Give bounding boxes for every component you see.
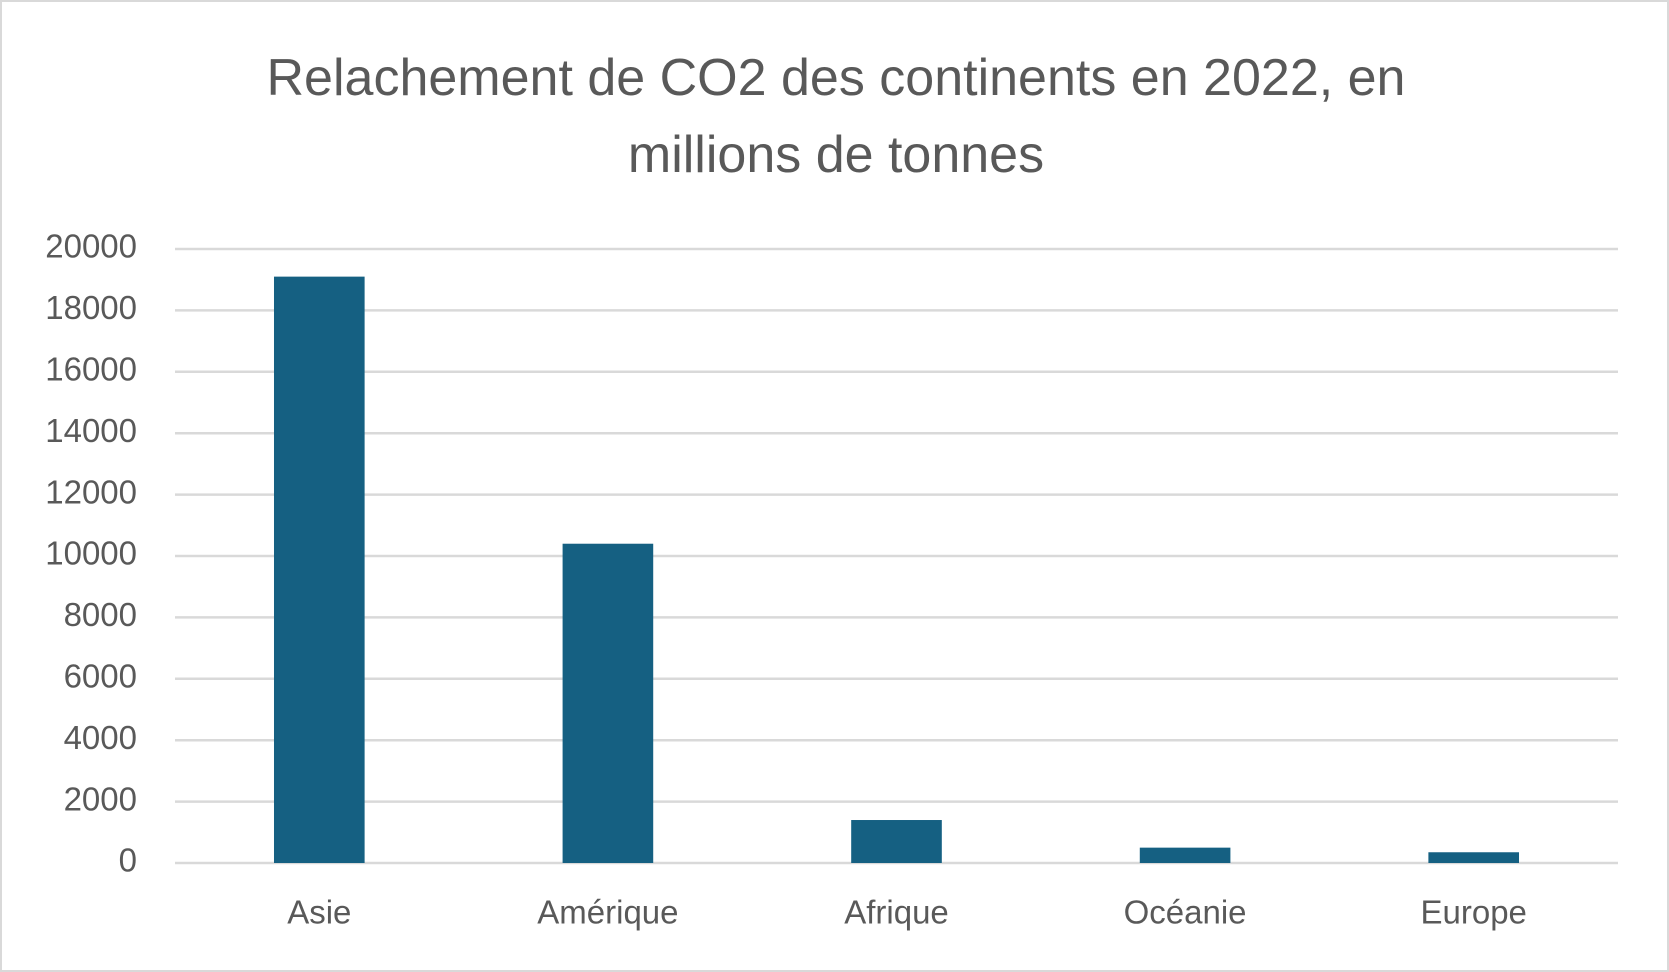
y-tick-label: 4000 [64, 719, 137, 756]
bar [1139, 847, 1231, 863]
x-tick-label: Europe [1420, 894, 1526, 931]
x-tick-label: Asie [287, 894, 351, 931]
y-tick-label: 0 [119, 842, 137, 879]
bar [562, 543, 654, 863]
y-tick-label: 20000 [45, 228, 137, 265]
bar [851, 820, 942, 863]
x-tick-label: Océanie [1124, 894, 1247, 931]
bar [273, 276, 365, 863]
y-tick-label: 10000 [45, 535, 137, 572]
chart-title: Relachement de CO2 des continents en 202… [266, 49, 1406, 184]
y-tick-label: 2000 [64, 780, 137, 817]
y-tick-label: 18000 [45, 289, 137, 326]
bar [1428, 852, 1520, 863]
y-tick-label: 16000 [45, 351, 137, 388]
y-tick-label: 8000 [64, 596, 137, 633]
y-tick-label: 12000 [45, 473, 137, 510]
y-tick-label: 6000 [64, 658, 137, 695]
x-tick-label: Amérique [537, 894, 678, 931]
y-tick-label: 14000 [45, 412, 137, 449]
x-tick-label: Afrique [844, 894, 949, 931]
